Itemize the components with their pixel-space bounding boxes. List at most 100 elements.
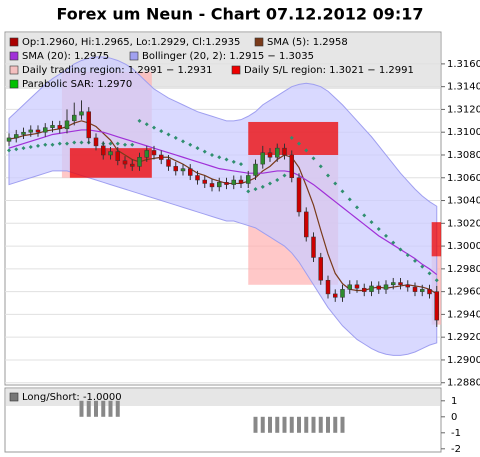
y-tick-label: 1.2960 bbox=[447, 287, 480, 298]
bar bbox=[94, 400, 98, 417]
sar-dot bbox=[21, 146, 26, 151]
candle-body bbox=[101, 145, 106, 156]
candle-body bbox=[173, 166, 178, 172]
candle-body bbox=[217, 182, 222, 188]
moving-average bbox=[8, 129, 438, 276]
bar bbox=[333, 416, 338, 433]
candle-body bbox=[130, 163, 135, 167]
sar-dot bbox=[181, 139, 185, 144]
sar-dot bbox=[202, 149, 207, 154]
bar bbox=[297, 416, 301, 433]
legend-label: Parabolic SAR: 1.2970 bbox=[22, 79, 132, 90]
sar-dot bbox=[376, 226, 381, 231]
sar-dot bbox=[137, 118, 142, 123]
sar-dot bbox=[14, 147, 19, 152]
sar-dot bbox=[217, 155, 222, 160]
sar-dot bbox=[289, 135, 294, 140]
candle-body bbox=[64, 120, 70, 130]
candle-body bbox=[347, 284, 352, 290]
candle-body bbox=[195, 175, 200, 181]
candle-body bbox=[144, 150, 149, 158]
y-tick-label: 1.3060 bbox=[447, 173, 480, 184]
bar bbox=[108, 400, 113, 417]
candle-body bbox=[340, 289, 345, 298]
legend-label: SMA (5): 1.2958 bbox=[267, 37, 348, 48]
sar-dot bbox=[79, 140, 84, 145]
candle-body bbox=[72, 114, 77, 122]
bar bbox=[289, 416, 294, 433]
sar-dot bbox=[195, 146, 200, 151]
candle-body bbox=[86, 111, 91, 139]
bar bbox=[318, 416, 323, 433]
sar-dot bbox=[152, 125, 156, 130]
legend-label: Op:1.2960, Hi:1.2965, Lo:1.2929, Cl:1.29… bbox=[22, 37, 240, 48]
candle-body bbox=[202, 179, 207, 184]
candle-body bbox=[115, 151, 120, 161]
sar-dot bbox=[144, 122, 149, 127]
sar-dot bbox=[28, 145, 33, 150]
y-tick-label: 1.3120 bbox=[447, 104, 480, 115]
sar-dot bbox=[123, 142, 127, 147]
bar bbox=[340, 416, 345, 433]
y-tick-label: 1.2920 bbox=[447, 332, 480, 343]
bar bbox=[260, 416, 265, 433]
sar-dot bbox=[72, 140, 77, 145]
legend-label: SMA (20): 1.2975 bbox=[22, 51, 109, 62]
candle-body bbox=[420, 289, 425, 292]
legend-background bbox=[6, 389, 440, 406]
candle-body bbox=[296, 177, 302, 213]
candle-body bbox=[238, 179, 244, 184]
sar-dot bbox=[384, 233, 388, 238]
sar-dot bbox=[340, 189, 345, 194]
sar-dot bbox=[253, 187, 258, 192]
candle-body bbox=[6, 137, 12, 142]
y-tick-label: 1.2900 bbox=[447, 355, 480, 366]
sar-dot bbox=[413, 258, 417, 263]
sl-region bbox=[248, 121, 339, 155]
sar-dot bbox=[304, 148, 309, 153]
candle-body bbox=[333, 293, 338, 298]
candle-body bbox=[151, 150, 157, 156]
sar-dot bbox=[268, 181, 272, 186]
candle-body bbox=[427, 289, 432, 295]
candle-body bbox=[412, 286, 418, 292]
candle-body bbox=[325, 279, 331, 295]
y-tick-label: 0 bbox=[451, 412, 457, 423]
bar bbox=[79, 400, 84, 417]
sar-dot bbox=[355, 205, 359, 210]
sar-dot bbox=[318, 164, 323, 169]
y-tick-label: 1.3100 bbox=[447, 127, 480, 138]
candle-body bbox=[21, 131, 26, 135]
bar bbox=[304, 416, 309, 433]
bar bbox=[282, 416, 287, 433]
legend-swatch bbox=[9, 51, 19, 61]
y-tick-label: 1.3140 bbox=[447, 82, 480, 93]
sar-dot bbox=[347, 197, 352, 202]
candle-body bbox=[282, 147, 287, 156]
candle-body bbox=[275, 147, 280, 158]
candle-body bbox=[376, 285, 381, 290]
sar-dot bbox=[50, 142, 55, 147]
sar-dot bbox=[65, 141, 69, 146]
candle-body bbox=[391, 282, 396, 286]
candle-body bbox=[188, 168, 193, 176]
sar-dot bbox=[239, 162, 243, 167]
y-tick-label: 1.3040 bbox=[447, 196, 480, 207]
candle-body bbox=[209, 183, 215, 188]
sar-dot bbox=[166, 132, 171, 137]
candle-body bbox=[383, 284, 389, 290]
candle-body bbox=[311, 236, 316, 258]
sar-dot bbox=[7, 148, 11, 153]
candle-body bbox=[50, 125, 55, 128]
legend-swatch bbox=[231, 65, 241, 75]
candle-body bbox=[159, 154, 164, 160]
bar bbox=[311, 416, 316, 433]
candle-body bbox=[79, 111, 84, 116]
legend-label: Bollinger (20, 2): 1.2915 − 1.3035 bbox=[142, 51, 314, 62]
bar bbox=[86, 400, 91, 417]
legend-swatch bbox=[9, 392, 19, 402]
y-tick-label: 1.2940 bbox=[447, 309, 480, 320]
candle-body bbox=[137, 157, 142, 167]
